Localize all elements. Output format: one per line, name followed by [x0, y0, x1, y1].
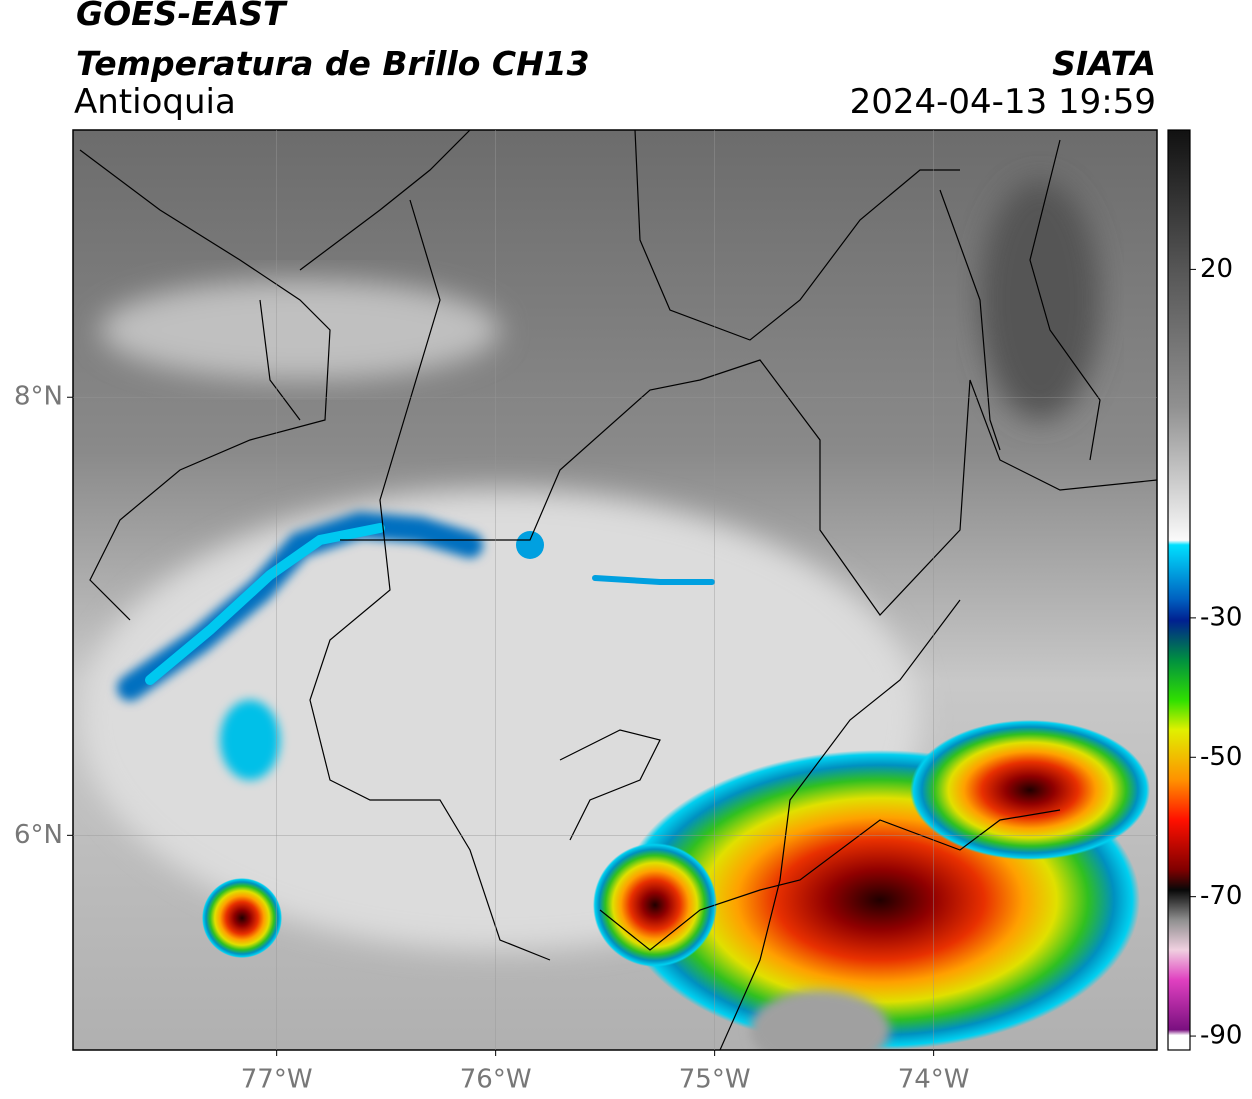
source: SIATA	[1052, 44, 1156, 83]
x-tick-label: 75°W	[679, 1065, 751, 1095]
region: Antioquia	[74, 82, 236, 122]
x-tick-label: 76°W	[460, 1065, 532, 1095]
colorbar-tick-label: -70	[1200, 881, 1242, 911]
y-tick-label: 6°N	[14, 820, 63, 850]
colorbar-tick-label: -90	[1200, 1021, 1242, 1051]
x-tick-label: 74°W	[898, 1065, 970, 1095]
map-frame	[72, 129, 1158, 1051]
title: GOES-EAST	[76, 0, 286, 33]
colorbar	[1167, 129, 1191, 1051]
y-tick-label: 8°N	[14, 382, 63, 412]
subtitle: Temperatura de Brillo CH13	[76, 44, 590, 83]
map-image	[73, 130, 1157, 1050]
colorbar-tick-label: 20	[1200, 254, 1233, 284]
colorbar-tick-label: -30	[1200, 602, 1242, 632]
colorbar-tick-label: -50	[1200, 742, 1242, 772]
datetime: 2024-04-13 19:59	[849, 82, 1156, 122]
x-tick-label: 77°W	[241, 1065, 313, 1095]
